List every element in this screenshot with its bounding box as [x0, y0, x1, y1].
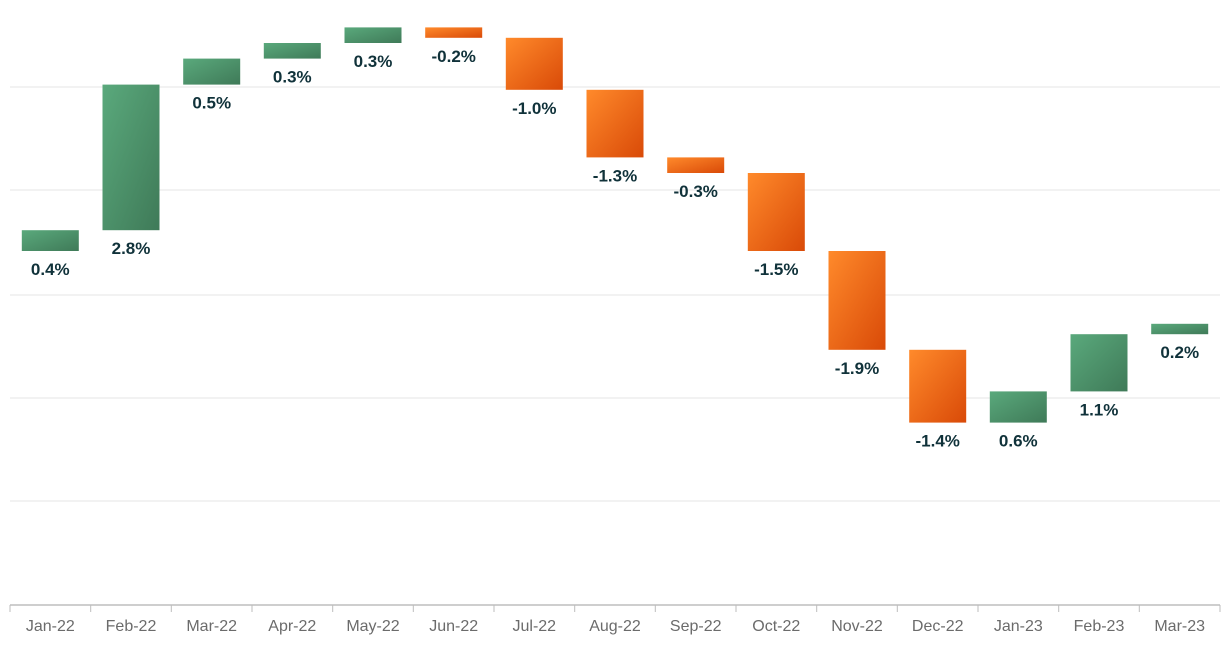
x-tick-label: Nov-22	[831, 618, 883, 635]
bar-jun-22	[425, 27, 483, 38]
bar-jan-22	[21, 230, 79, 251]
data-label: 0.2%	[1160, 343, 1199, 362]
x-tick-label: Jul-22	[513, 618, 557, 635]
bar-sep-22	[667, 157, 725, 173]
x-tick-label: Mar-23	[1154, 618, 1205, 635]
data-label: 0.5%	[192, 94, 231, 113]
x-tick-label: Sep-22	[670, 618, 722, 635]
x-tick-label: Oct-22	[752, 618, 800, 635]
x-tick-label: Apr-22	[268, 618, 316, 635]
bars	[21, 27, 1209, 423]
x-tick-label: May-22	[346, 618, 399, 635]
data-label: -1.4%	[915, 432, 959, 451]
data-label: -0.3%	[673, 182, 717, 201]
data-label: -1.3%	[593, 166, 637, 185]
bar-jul-22	[505, 37, 563, 90]
x-axis: Jan-22 Feb-22 Mar-22 Apr-22 May-22 Jun-22 Jul-…	[9, 604, 1221, 635]
x-tick-label: Jun-22	[429, 618, 478, 635]
data-label: 2.8%	[112, 239, 151, 258]
bar-may-22	[344, 27, 402, 43]
x-tick-label: Feb-22	[106, 618, 157, 635]
data-label: 0.4%	[31, 260, 70, 279]
x-tick-label: Dec-22	[912, 618, 964, 635]
x-tick-label: Aug-22	[589, 618, 641, 635]
data-label: -1.5%	[754, 260, 798, 279]
data-label: -1.0%	[512, 99, 556, 118]
data-label: 0.6%	[999, 432, 1038, 451]
bar-mar-22	[183, 58, 241, 85]
bar-nov-22	[828, 251, 886, 350]
x-tick-label: Jan-23	[994, 618, 1043, 635]
bar-feb-22	[102, 84, 160, 231]
bar-feb-23	[1070, 334, 1128, 392]
bar-dec-22	[909, 349, 967, 423]
data-label: -1.9%	[835, 359, 879, 378]
data-label: 0.3%	[273, 68, 312, 87]
x-tick-label: Feb-23	[1074, 618, 1125, 635]
data-label: -0.2%	[431, 47, 475, 66]
bar-oct-22	[747, 173, 805, 251]
x-tick-label: Jan-22	[26, 618, 75, 635]
x-tick-label: Mar-22	[186, 618, 237, 635]
data-label: 0.3%	[354, 52, 393, 71]
data-label: 1.1%	[1080, 400, 1119, 419]
bar-apr-22	[263, 43, 321, 59]
bar-mar-23	[1151, 323, 1209, 335]
bar-aug-22	[586, 89, 644, 158]
value-labels: 0.4% 2.8% 0.5% 0.3% 0.3% -0.2% -1.0% -1.3% -0.3%…	[31, 47, 1199, 451]
bar-jan-23	[989, 391, 1047, 423]
